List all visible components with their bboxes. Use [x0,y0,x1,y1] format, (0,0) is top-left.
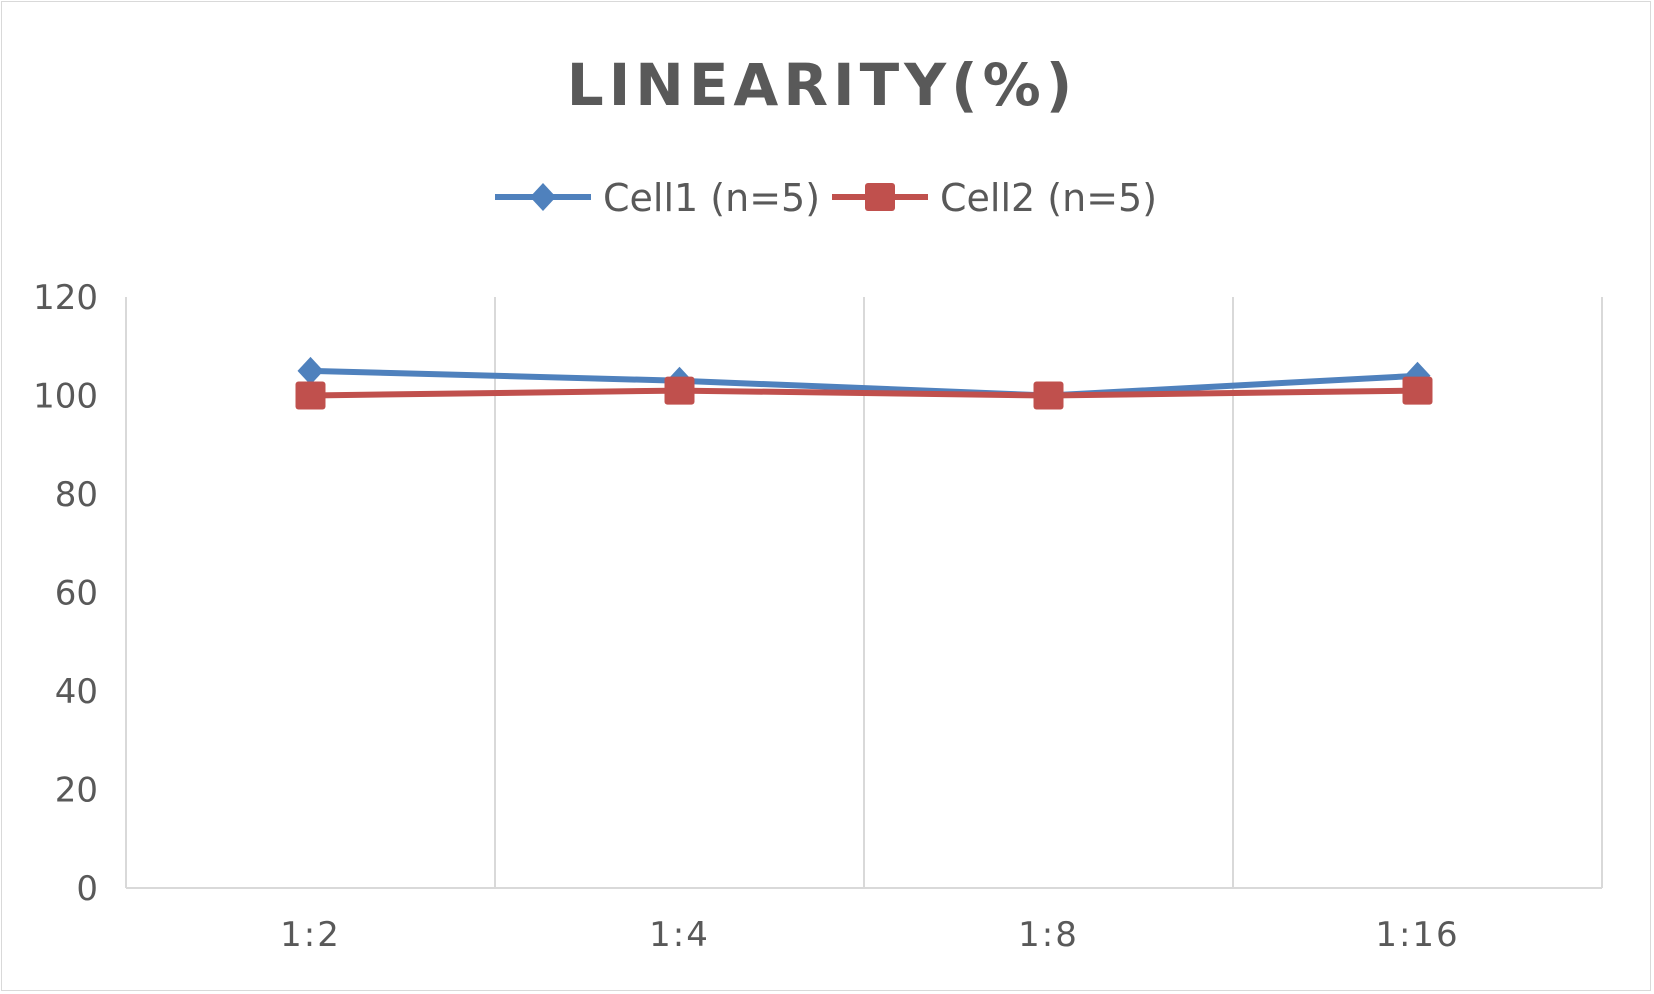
square-marker-icon [865,183,895,211]
y-tick-label: 20 [55,771,98,811]
data-point [664,376,695,405]
legend-label: Cell1 (n=5) [603,176,820,220]
x-tick-label: 1:8 [1018,915,1079,955]
x-tick-label: 1:2 [280,915,341,955]
x-tick-label: 1:4 [649,915,710,955]
x-tick-label: 1:16 [1375,915,1459,955]
y-tick-label: 60 [55,574,98,614]
data-point [1033,381,1064,410]
data-point [297,356,324,385]
y-tick-label: 80 [55,475,98,515]
series-line [310,387,1418,399]
diamond-marker-icon [530,183,556,211]
legend-item: Cell1 (n=5) [495,176,820,220]
legend-label: Cell2 (n=5) [940,176,1157,220]
y-tick-label: 0 [76,869,98,909]
series-2 [295,376,1433,410]
y-tick-label: 120 [33,278,98,318]
legend-item: Cell2 (n=5) [832,176,1157,220]
series-line [310,367,1418,399]
data-point [295,381,326,410]
data-point [1402,376,1433,405]
series-group [295,356,1433,410]
legend: Cell1 (n=5) Cell2 (n=5) [495,176,1157,220]
y-tick-label: 100 [33,377,98,417]
chart-title: LINEARITY(%) [567,51,1078,119]
y-tick-label: 40 [55,672,98,712]
axes: 0 20 40 60 80 100 120 1:2 1:4 1:8 1:16 [33,278,1602,955]
